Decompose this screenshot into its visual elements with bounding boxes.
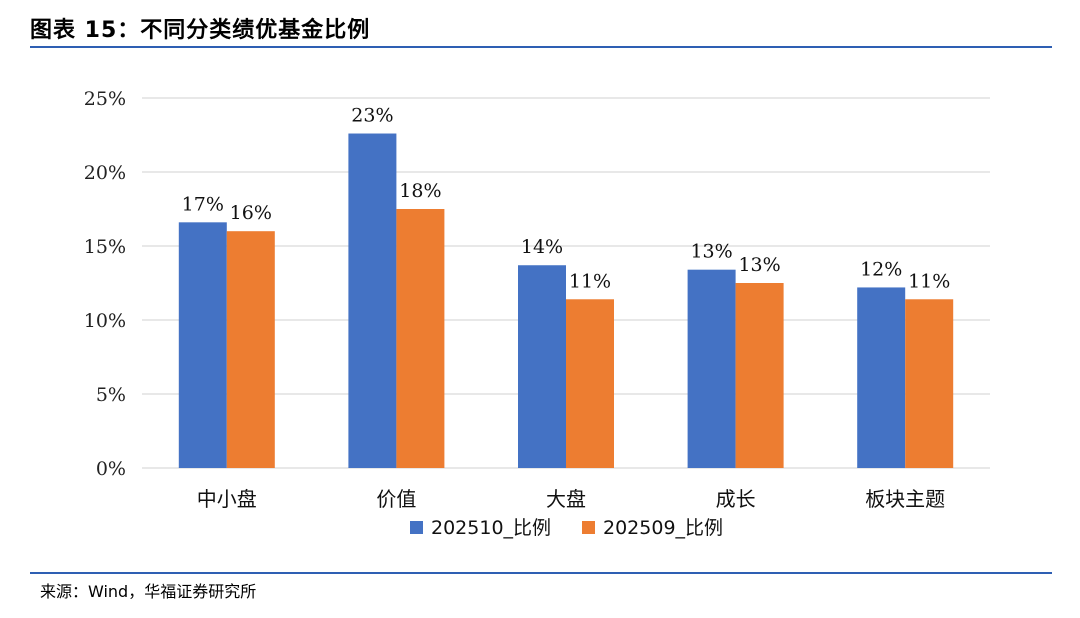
y-tick-label: 10% [84, 310, 126, 332]
x-tick-label: 大盘 [546, 487, 586, 511]
y-tick-label: 0% [96, 458, 126, 480]
bar [735, 283, 784, 468]
legend-label: 202509_比例 [603, 517, 723, 539]
bar [178, 222, 227, 468]
data-label: 17% [182, 193, 224, 215]
x-tick-label: 板块主题 [865, 487, 945, 511]
x-tick-label: 成长 [716, 487, 756, 511]
y-tick-label: 25% [84, 88, 126, 110]
legend-label: 202510_比例 [431, 517, 551, 539]
source-note: 来源：Wind，华福证券研究所 [40, 582, 257, 601]
legend-swatch [410, 521, 423, 534]
data-label: 13% [690, 241, 732, 263]
bar [857, 287, 906, 468]
bar [348, 133, 397, 468]
data-label: 18% [399, 180, 441, 202]
x-tick-label: 中小盘 [197, 487, 257, 511]
legend-swatch [582, 521, 595, 534]
title-divider [30, 46, 1052, 48]
bar [687, 269, 736, 468]
data-label: 12% [860, 258, 902, 280]
data-label: 16% [230, 202, 272, 224]
footer-divider [30, 572, 1052, 574]
y-tick-label: 15% [84, 236, 126, 258]
bar [396, 209, 445, 468]
data-label: 23% [351, 105, 393, 127]
bar-chart: 0% 5% 10% 15% 20% 25% 17% 16% 中小盘 23% 18% 价值 14% 11% 大… [84, 88, 990, 539]
bar [905, 299, 954, 468]
data-label: 11% [908, 270, 950, 292]
bar [566, 299, 614, 468]
x-tick-label: 价值 [376, 487, 416, 511]
bar [226, 231, 275, 468]
data-label: 13% [738, 254, 780, 276]
y-tick-label: 20% [84, 162, 126, 184]
bar [518, 265, 566, 468]
data-label: 14% [521, 236, 563, 258]
chart-title: 图表 15：不同分类绩优基金比例 [30, 18, 371, 43]
y-tick-label: 5% [96, 384, 126, 406]
data-label: 11% [569, 270, 611, 292]
